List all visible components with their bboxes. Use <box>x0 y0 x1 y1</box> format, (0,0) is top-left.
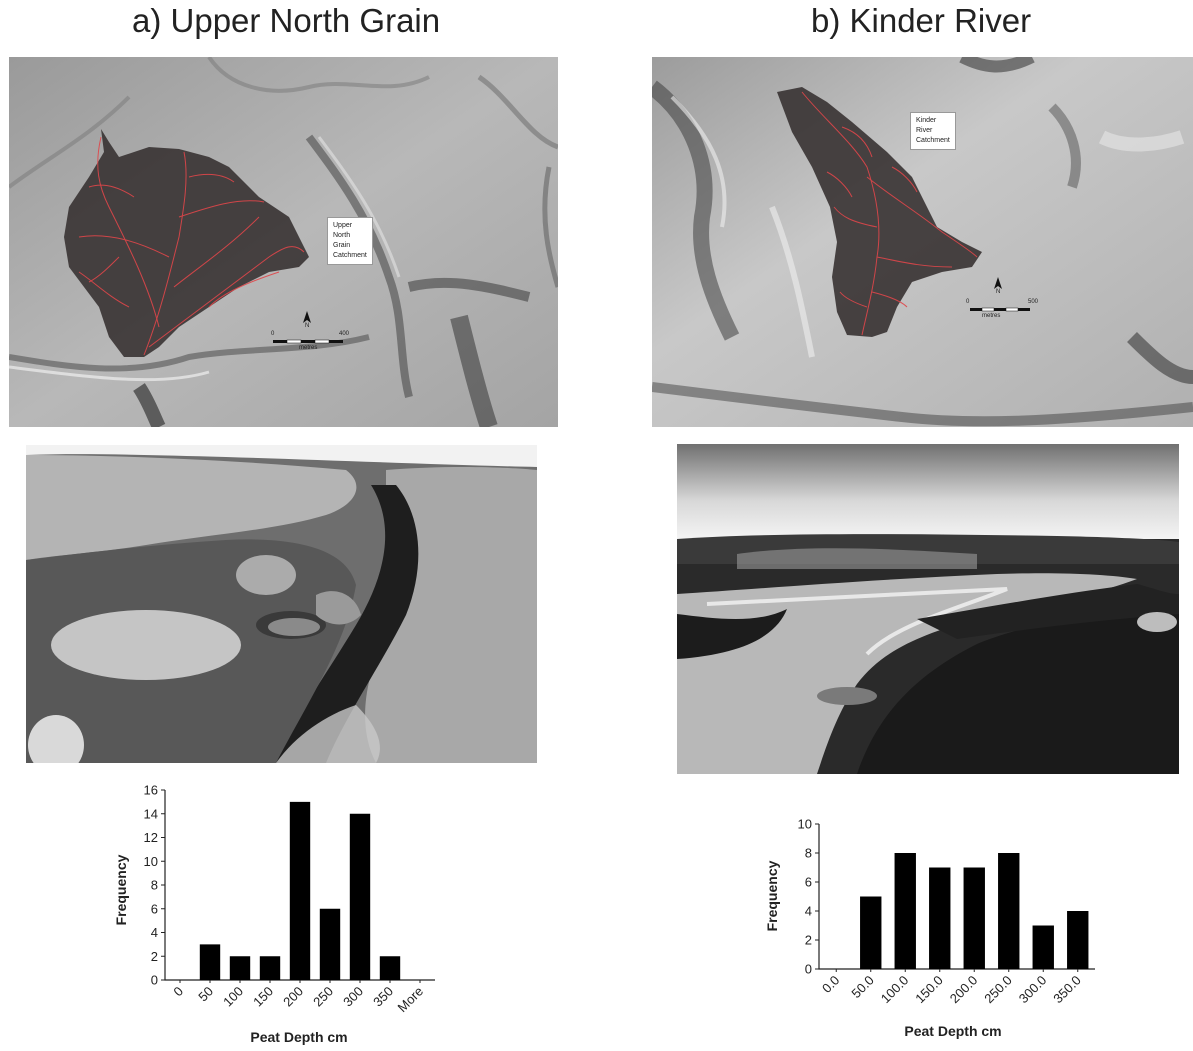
y-tick-label: 8 <box>805 846 812 861</box>
histogram-a: Frequency Peat Depth cm 0 2 4 6 8 10 12 14 16 0 50… <box>113 783 435 1045</box>
histogram-bar <box>894 853 916 969</box>
chart-kinder-river: Frequency Peat Depth cm 0 2 4 6 8 10 0.0 50.0 10… <box>755 810 1115 1046</box>
x-tick-label: 150 <box>250 984 276 1010</box>
map-b-label-line: River <box>916 127 933 134</box>
map-a-scale-unit: metres <box>299 345 318 351</box>
map-b-scale-graphic <box>970 277 1030 312</box>
histogram-bar <box>229 956 251 980</box>
north-arrow-icon <box>303 311 311 323</box>
y-tick-label: 2 <box>805 933 812 948</box>
map-a-scale-start: 0 <box>271 331 275 337</box>
x-tick-label: 150.0 <box>912 973 946 1007</box>
map-a-scale-end: 400 <box>339 331 350 337</box>
x-tick-label: 100.0 <box>878 973 912 1007</box>
map-a-label-line: Upper <box>333 222 353 229</box>
histogram-bar <box>289 801 311 980</box>
x-tick-label: 300 <box>340 984 366 1010</box>
map-a-scale-bar: N 0 400 metres <box>267 309 357 359</box>
map-a-north-label: N <box>305 323 310 329</box>
x-tick-label: 350 <box>370 984 396 1010</box>
x-tick-label: 350.0 <box>1050 973 1084 1007</box>
map-a-label-line: Catchment <box>333 252 367 259</box>
x-axis-title: Peat Depth cm <box>250 1029 347 1045</box>
histogram-bar <box>199 944 221 980</box>
y-tick-label: 0 <box>805 962 812 977</box>
map-kinder-river: Kinder River Catchment N 0 500 metres <box>652 57 1193 427</box>
y-tick-label: 16 <box>144 783 158 798</box>
panel-a-title: a) Upper North Grain <box>132 2 441 39</box>
histogram-bar <box>379 956 401 980</box>
map-b-scale-start: 0 <box>966 299 970 305</box>
histogram-bar <box>998 853 1020 969</box>
hillshade-map-a <box>9 57 558 427</box>
x-tick-label: 50.0 <box>848 973 877 1002</box>
photo-kinder-river <box>677 444 1179 774</box>
histogram-bar <box>860 896 882 969</box>
histogram-bar <box>1067 911 1089 969</box>
y-tick-label: 14 <box>144 806 158 821</box>
histogram-bar <box>319 908 341 980</box>
map-upper-north-grain: Upper North Grain Catchment N 0 400 metr… <box>9 57 558 427</box>
x-axis-title: Peat Depth cm <box>904 1023 1001 1039</box>
y-axis-title: Frequency <box>764 860 780 931</box>
x-tick-label: More <box>395 984 427 1016</box>
map-b-label-line: Kinder <box>916 117 937 124</box>
chart-upper-north-grain: Frequency Peat Depth cm 0 2 4 6 8 10 12 14 16 0 50… <box>100 780 440 1046</box>
y-tick-label: 10 <box>144 854 158 869</box>
map-a-catchment-label: Upper North Grain Catchment <box>327 217 373 265</box>
x-tick-label: 250 <box>310 984 336 1010</box>
x-tick-label: 0 <box>170 984 186 1000</box>
map-a-label-line: North <box>333 232 351 239</box>
y-tick-label: 8 <box>151 878 158 893</box>
y-tick-label: 0 <box>151 973 158 988</box>
y-tick-label: 6 <box>151 901 158 916</box>
y-tick-label: 12 <box>144 830 158 845</box>
histogram-bar <box>1032 925 1054 969</box>
map-a-label-line: Grain <box>333 242 351 249</box>
hillshade-map-b <box>652 57 1193 427</box>
x-tick-label: 50 <box>195 984 216 1005</box>
map-b-label-line: Catchment <box>916 137 950 144</box>
x-tick-label: 200 <box>280 984 306 1010</box>
panel-b-title: b) Kinder River <box>811 2 1032 39</box>
y-tick-label: 4 <box>151 925 158 940</box>
y-axis-title: Frequency <box>113 854 129 925</box>
x-tick-label: 200.0 <box>947 973 981 1007</box>
x-tick-label: 250.0 <box>981 973 1015 1007</box>
histogram-bar <box>929 867 951 969</box>
photo-upper-north-grain <box>26 445 537 763</box>
photo-b-image <box>677 444 1179 774</box>
y-tick-label: 10 <box>798 817 812 832</box>
histogram-bar <box>963 867 985 969</box>
y-tick-label: 4 <box>805 904 812 919</box>
y-tick-label: 6 <box>805 875 812 890</box>
north-arrow-icon <box>994 277 1002 289</box>
x-tick-label: 0.0 <box>819 973 842 996</box>
x-tick-label: 100 <box>220 984 246 1010</box>
y-tick-label: 2 <box>151 949 158 964</box>
map-b-north-label: N <box>996 289 1001 295</box>
map-b-catchment-label: Kinder River Catchment <box>910 112 956 150</box>
map-a-scale-graphic <box>273 311 343 344</box>
map-b-scale-end: 500 <box>1028 299 1039 305</box>
x-tick-label: 300.0 <box>1016 973 1050 1007</box>
map-b-scale-bar: N 0 500 metres <box>962 275 1052 325</box>
photo-a-image <box>26 445 537 763</box>
map-b-scale-unit: metres <box>982 313 1001 319</box>
histogram-bar <box>259 956 281 980</box>
histogram-bar <box>349 813 371 980</box>
